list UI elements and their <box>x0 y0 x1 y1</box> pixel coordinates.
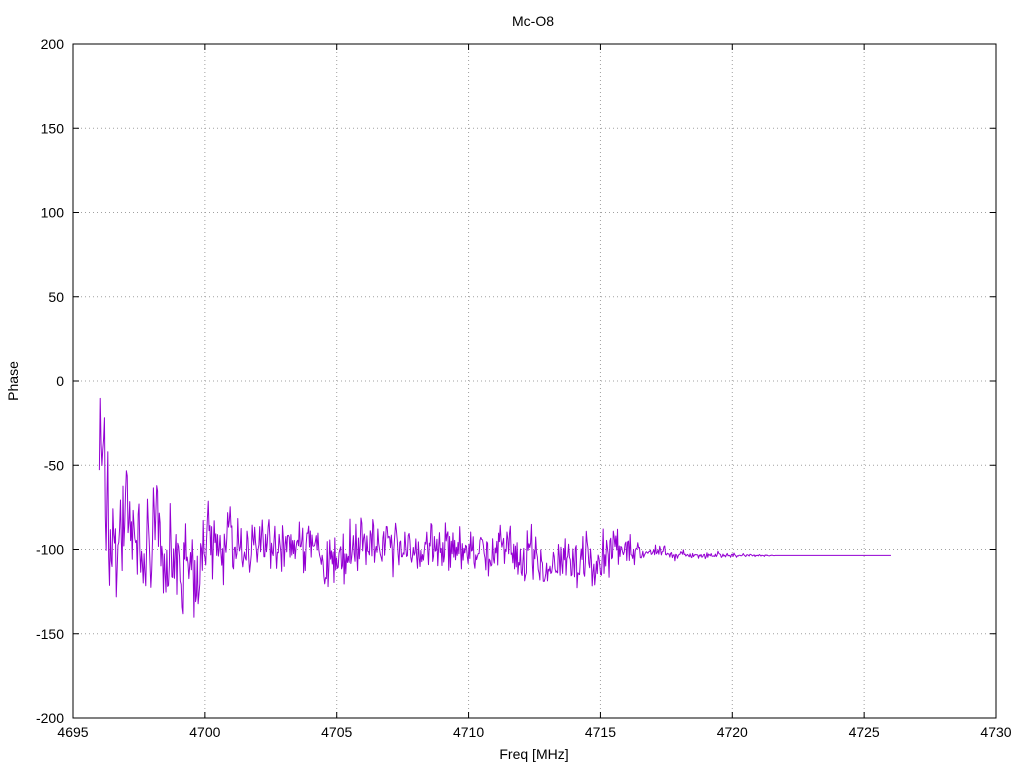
y-tick-label: -100 <box>36 542 64 558</box>
x-tick-label: 4700 <box>189 724 220 740</box>
x-tick-label: 4710 <box>453 724 484 740</box>
x-tick-label: 4695 <box>57 724 88 740</box>
y-axis-label: Phase <box>5 361 21 401</box>
x-tick-label: 4715 <box>585 724 616 740</box>
series-layer <box>98 397 891 618</box>
y-tick-label: 100 <box>41 205 65 221</box>
x-tick-label: 4720 <box>717 724 748 740</box>
y-tick-label: -150 <box>36 626 64 642</box>
y-tick-label: 200 <box>41 36 65 52</box>
y-tick-label: -200 <box>36 710 64 726</box>
x-axis-label: Freq [MHz] <box>499 746 568 762</box>
y-tick-label: 0 <box>56 373 64 389</box>
phase-series-line <box>98 397 891 618</box>
x-tick-label: 4725 <box>849 724 880 740</box>
y-tick-label: 50 <box>48 289 64 305</box>
axis-ticks: 4695 4700 4705 4710 4715 4720 4725 4730 -200 -150… <box>36 36 1012 740</box>
x-tick-label: 4705 <box>321 724 352 740</box>
chart-title: Mc-O8 <box>512 13 554 29</box>
grid-lines <box>73 44 996 718</box>
y-tick-label: -50 <box>44 457 64 473</box>
y-tick-label: 150 <box>41 120 65 136</box>
x-tick-label: 4730 <box>980 724 1011 740</box>
